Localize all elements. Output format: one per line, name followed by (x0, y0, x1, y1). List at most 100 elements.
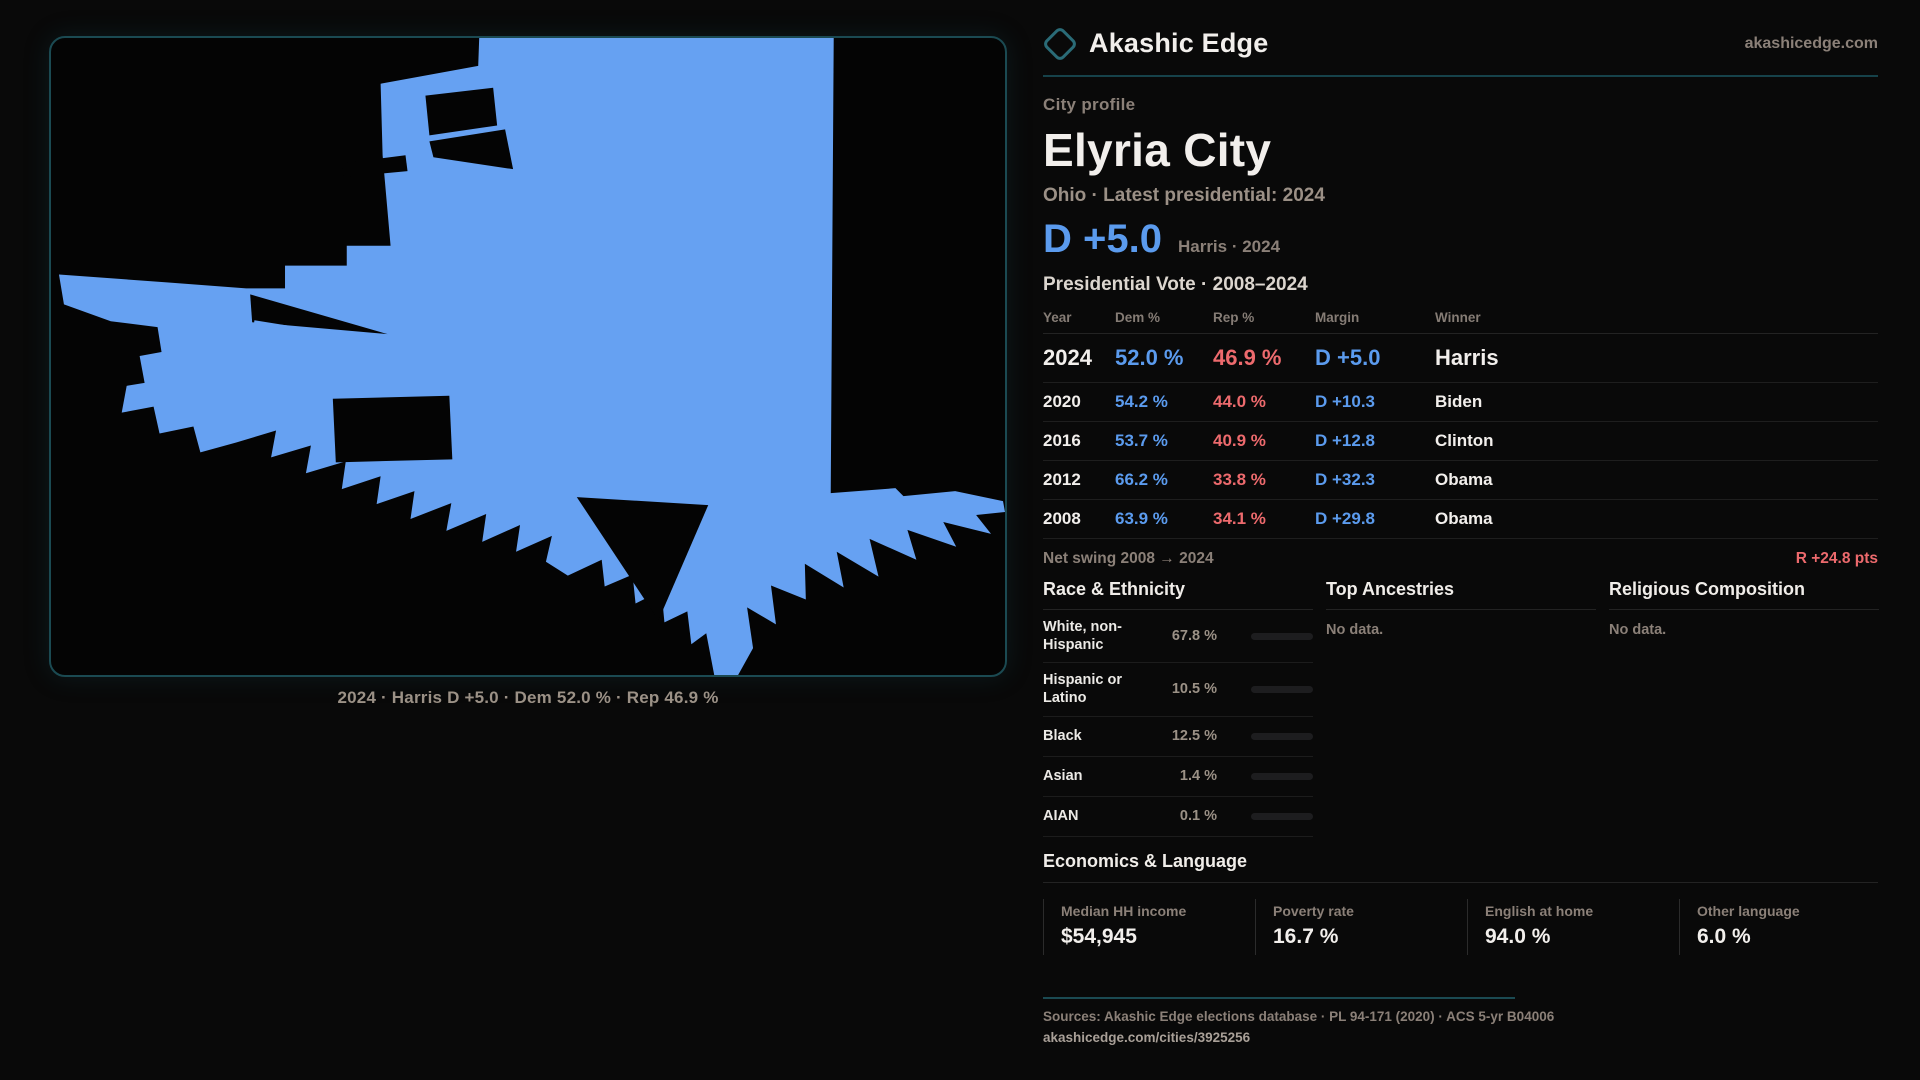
race-label: AIAN (1043, 807, 1079, 824)
map-caption: 2024 · Harris D +5.0 · Dem 52.0 % · Rep … (337, 688, 719, 707)
map-notch (341, 155, 408, 178)
race-ethnicity-section: Race & Ethnicity White, non-Hispanic 67.… (1043, 579, 1313, 837)
cell-margin: D +10.3 (1315, 382, 1435, 422)
kicker-city-profile: City profile (1043, 95, 1136, 114)
cell-year: 2024 (1043, 333, 1115, 383)
top-ancestries-section: Top Ancestries No data. (1326, 579, 1596, 837)
list-item: AIAN 0.1 % (1043, 797, 1313, 837)
cell-rep: 44.0 % (1213, 382, 1315, 422)
map-notch (425, 87, 498, 136)
cell-dem: 54.2 % (1115, 382, 1213, 422)
city-boundary-map (58, 38, 1005, 675)
cell-rep: 46.9 % (1213, 333, 1315, 383)
diamond-logo-icon (1041, 25, 1079, 62)
map-notch (429, 129, 514, 170)
religious-composition-title: Religious Composition (1609, 579, 1879, 610)
cell-rep: 40.9 % (1213, 421, 1315, 461)
presidential-vote-table: Year Dem % Rep % Margin Winner 2024 52.0… (1043, 304, 1878, 539)
list-item: Asian 1.4 % (1043, 757, 1313, 797)
list-item: Black 12.5 % (1043, 717, 1313, 757)
race-value: 1.4 % (1179, 768, 1217, 784)
race-label: Hispanic or Latino (1043, 672, 1122, 707)
race-bar-track (1251, 685, 1313, 693)
race-value: 67.8 % (1171, 628, 1217, 645)
economics-stats: Median HH income $54,945 Poverty rate 16… (1043, 898, 1878, 955)
list-item: Hispanic or Latino 10.5 % (1043, 663, 1313, 717)
cell-winner: Harris (1435, 333, 1878, 383)
table-row: 2016 53.7 % 40.9 % D +12.8 Clinton (1043, 421, 1878, 461)
stat-value: 94.0 % (1485, 924, 1551, 948)
vote-table-header-row: Year Dem % Rep % Margin Winner (1043, 304, 1878, 334)
sources-line: Sources: Akashic Edge elections database… (1043, 1008, 1555, 1024)
race-bar-track (1251, 632, 1313, 640)
race-value: 12.5 % (1171, 728, 1217, 744)
brand-domain-link[interactable]: akashicedge.com (1744, 34, 1878, 52)
cell-winner: Obama (1435, 460, 1878, 500)
page-title: Elyria City (1043, 124, 1272, 176)
cell-winner: Obama (1435, 499, 1878, 539)
race-label: White, non-Hispanic (1043, 619, 1122, 654)
cell-margin: D +29.8 (1315, 499, 1435, 539)
stat-value: 16.7 % (1273, 924, 1339, 948)
cell-dem: 66.2 % (1115, 460, 1213, 500)
race-ethnicity-title: Race & Ethnicity (1043, 579, 1313, 610)
city-map-panel (49, 36, 1007, 677)
cell-dem: 63.9 % (1115, 499, 1213, 539)
col-header-winner: Winner (1435, 304, 1878, 334)
net-swing-value: R +24.8 pts (1795, 550, 1878, 567)
stat-cell: English at home 94.0 % (1467, 898, 1679, 955)
stat-value: 6.0 % (1697, 924, 1751, 948)
vote-table-title: Presidential Vote · 2008–2024 (1043, 274, 1308, 295)
stat-label: Poverty rate (1273, 902, 1354, 919)
table-row: 2008 63.9 % 34.1 % D +29.8 Obama (1043, 499, 1878, 539)
race-bar-track (1251, 772, 1313, 780)
city-shape (58, 38, 1005, 675)
stat-label: Other language (1697, 902, 1800, 919)
cell-year: 2008 (1043, 499, 1115, 539)
cell-winner: Biden (1435, 382, 1878, 422)
demographics-columns: Race & Ethnicity White, non-Hispanic 67.… (1043, 579, 1879, 837)
religious-composition-empty: No data. (1609, 622, 1667, 638)
stat-cell: Other language 6.0 % (1679, 898, 1891, 955)
table-row: 2024 52.0 % 46.9 % D +5.0 Harris (1043, 333, 1878, 383)
cell-year: 2016 (1043, 421, 1115, 461)
religious-composition-section: Religious Composition No data. (1609, 579, 1879, 837)
cell-rep: 33.8 % (1213, 460, 1315, 500)
brand-name: Akashic Edge (1089, 28, 1269, 58)
cell-dem: 52.0 % (1115, 333, 1213, 383)
cell-rep: 34.1 % (1213, 499, 1315, 539)
cell-margin: D +32.3 (1315, 460, 1435, 500)
map-notch (250, 294, 388, 335)
city-subtitle: Ohio · Latest presidential: 2024 (1043, 185, 1325, 206)
headline-margin-row: D +5.0 Harris · 2024 (1043, 217, 1878, 262)
net-swing-label: Net swing 2008 → 2024 (1043, 550, 1214, 567)
race-value: 0.1 % (1179, 808, 1217, 824)
race-label: Black (1043, 727, 1082, 744)
col-header-year: Year (1043, 304, 1115, 334)
col-header-rep: Rep % (1213, 304, 1315, 334)
footer: Sources: Akashic Edge elections database… (1043, 996, 1878, 1047)
race-value: 10.5 % (1171, 681, 1217, 698)
headline-context: Harris · 2024 (1177, 237, 1281, 256)
stat-label: English at home (1485, 902, 1594, 919)
col-header-margin: Margin (1315, 304, 1435, 334)
race-bar-track (1251, 812, 1313, 820)
cell-dem: 53.7 % (1115, 421, 1213, 461)
map-road-sliver (253, 320, 361, 342)
stat-cell: Median HH income $54,945 (1043, 898, 1255, 955)
table-row: 2012 66.2 % 33.8 % D +32.3 Obama (1043, 460, 1878, 500)
cell-year: 2020 (1043, 382, 1115, 422)
economics-title: Economics & Language (1043, 851, 1878, 883)
race-label: Asian (1043, 767, 1083, 784)
top-ancestries-title: Top Ancestries (1326, 579, 1596, 610)
race-bar-track (1251, 732, 1313, 740)
permalink[interactable]: akashicedge.com/cities/3925256 (1043, 1029, 1251, 1045)
header: Akashic Edge akashicedge.com (1041, 25, 1878, 77)
city-profile-panel: Akashic Edge akashicedge.com City profil… (1041, 25, 1879, 1047)
map-notch (576, 497, 709, 621)
net-swing-row: Net swing 2008 → 2024 R +24.8 pts (1043, 539, 1878, 577)
cell-margin: D +5.0 (1315, 333, 1435, 383)
top-ancestries-empty: No data. (1326, 622, 1384, 638)
list-item: White, non-Hispanic 67.8 % (1043, 610, 1313, 664)
table-row: 2020 54.2 % 44.0 % D +10.3 Biden (1043, 382, 1878, 422)
